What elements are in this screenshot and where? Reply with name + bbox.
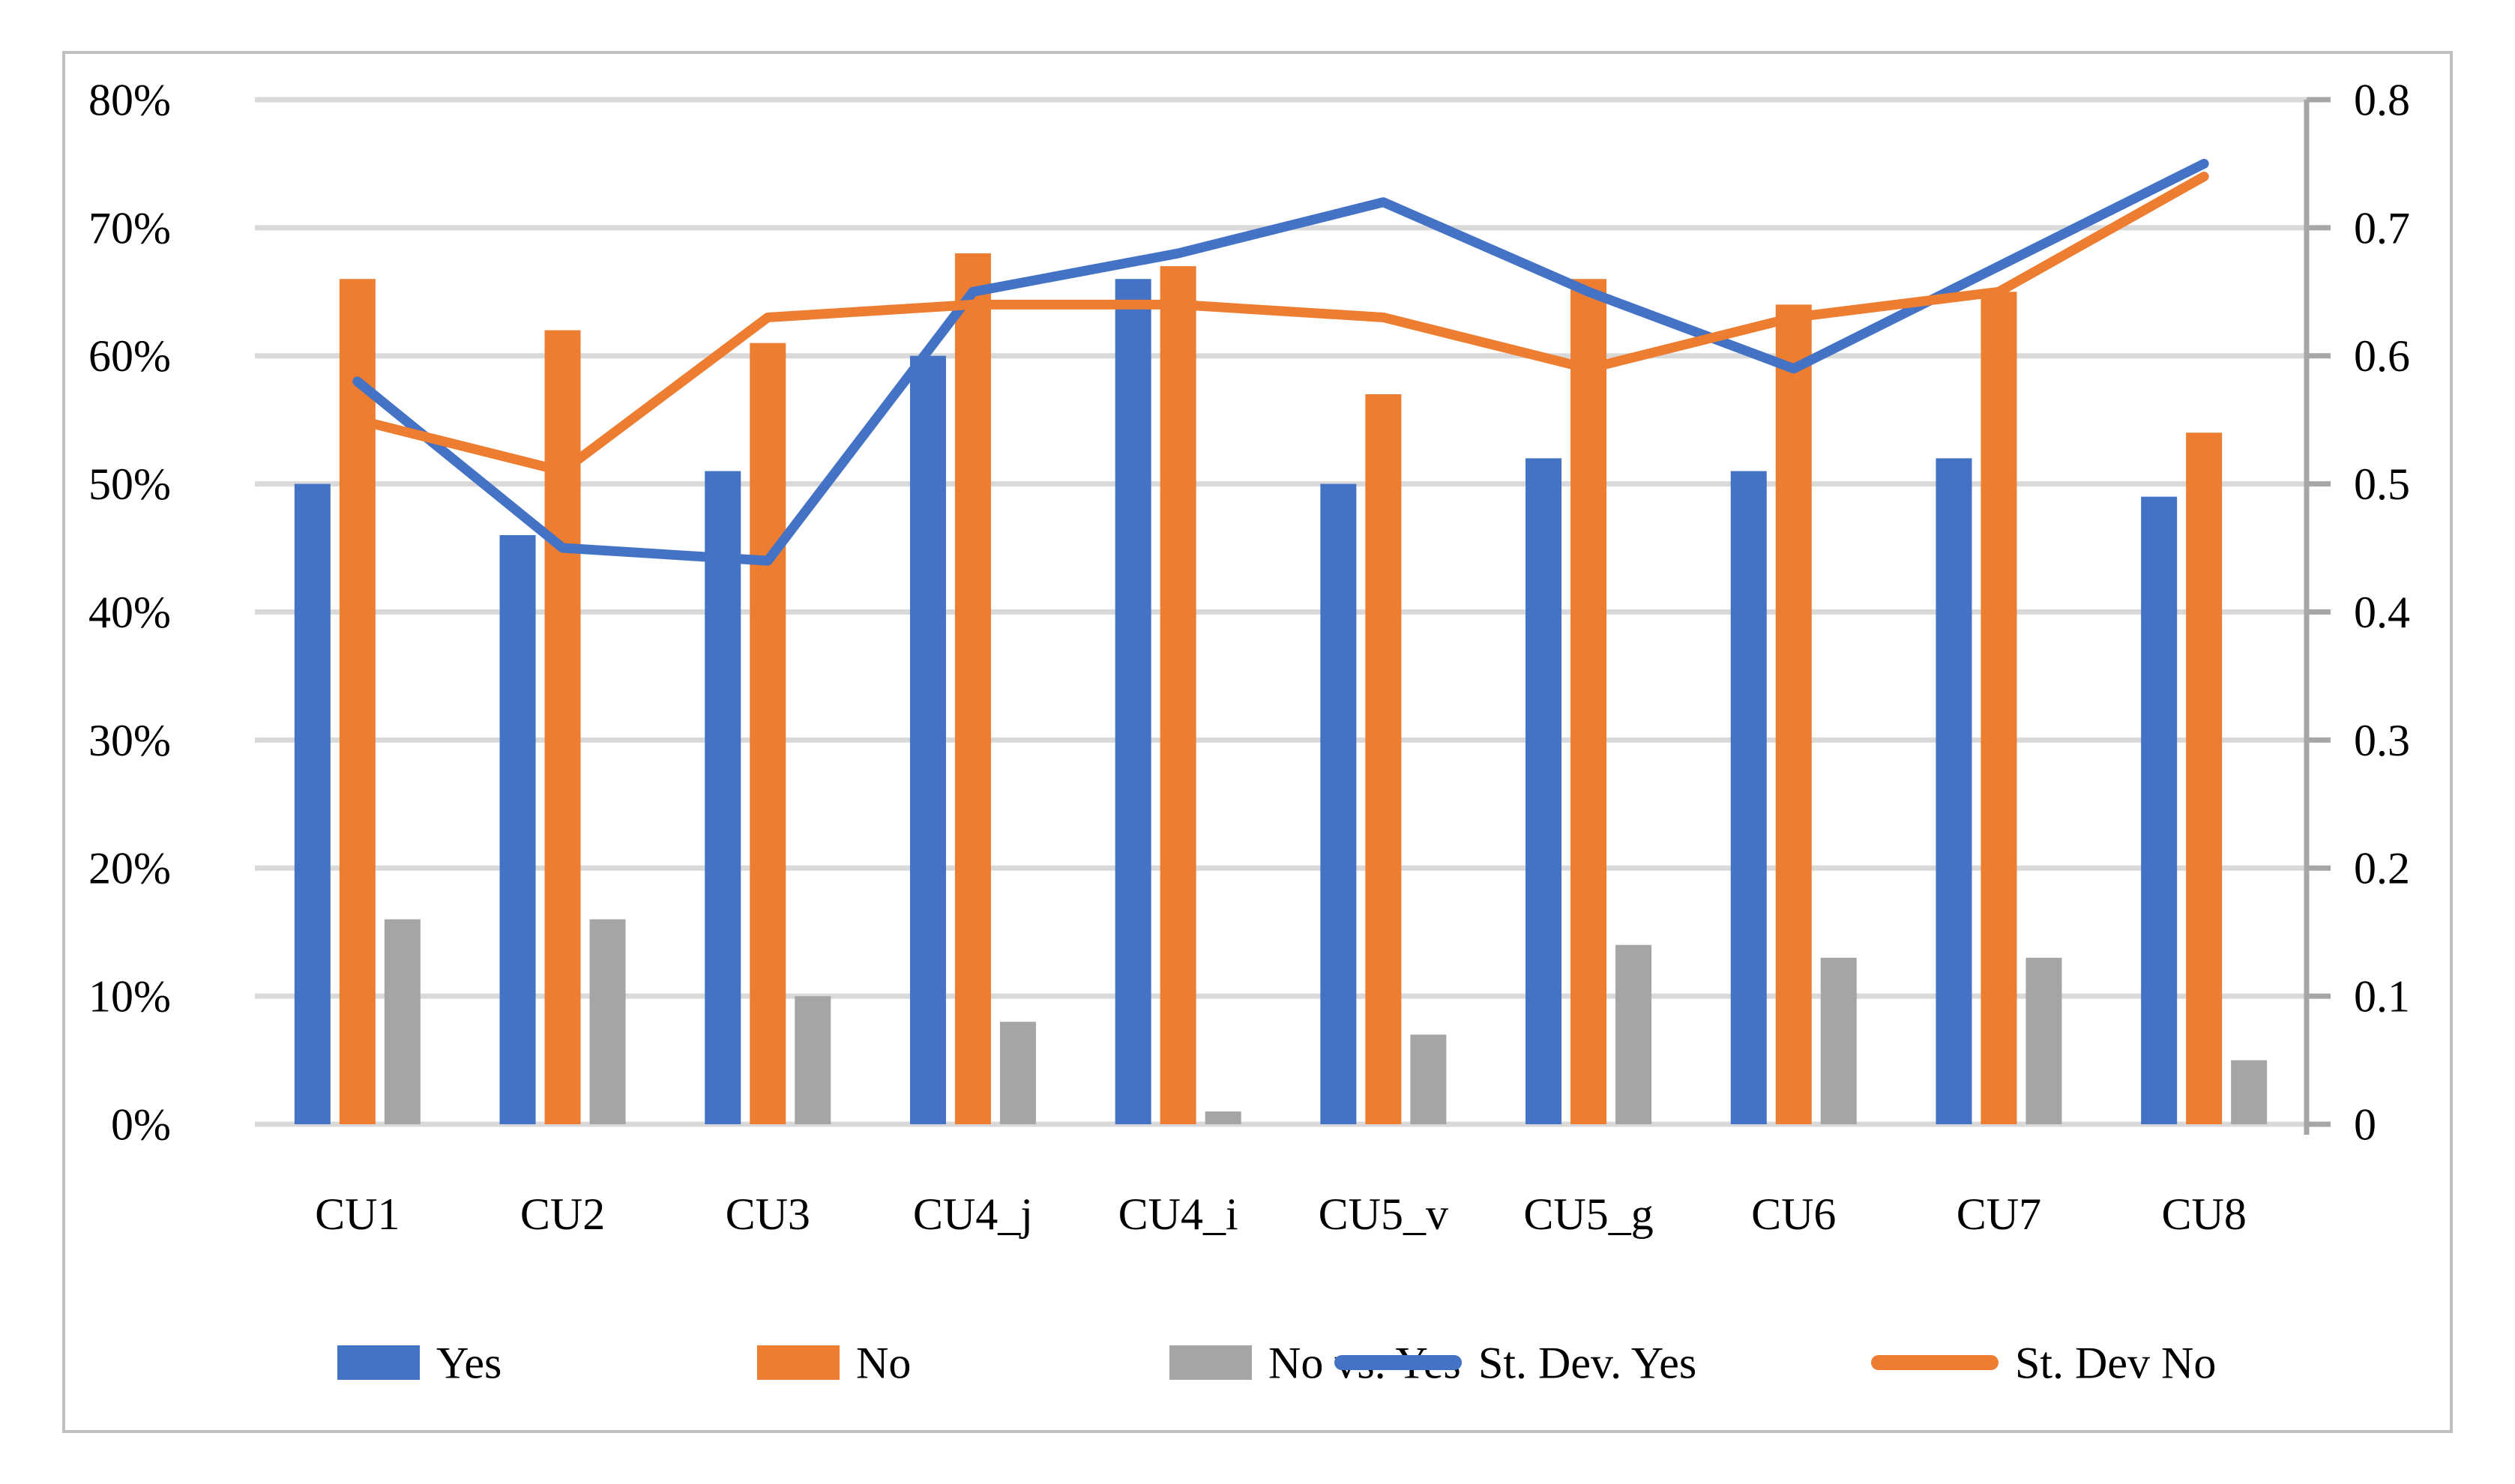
left-axis-tick-label: 30% — [88, 716, 171, 765]
category-label-cu5-g: CU5_g — [1523, 1189, 1653, 1239]
right-axis-labels: 0 0.1 0.2 0.3 0.4 0.5 0.6 0.7 0.8 — [2354, 75, 2410, 1149]
category-label-cu6: CU6 — [1751, 1189, 1836, 1239]
bar-yes-cu7 — [1936, 458, 1972, 1124]
bar-yes-cu6 — [1730, 471, 1767, 1124]
left-axis-tick-label: 80% — [88, 75, 171, 124]
left-axis-tick-label: 40% — [88, 588, 171, 637]
bar-yes-cu5-g — [1525, 458, 1562, 1124]
bar-no-cu4-i — [1160, 266, 1196, 1125]
legend-item-st-dev-yes: St. Dev. Yes — [1334, 1338, 1696, 1387]
bar-series-no — [339, 253, 2223, 1125]
left-axis-tick-label: 20% — [88, 844, 171, 893]
legend-label: St. Dev. Yes — [1478, 1338, 1696, 1387]
right-axis-tick-label: 0.4 — [2354, 588, 2410, 637]
legend-swatch-yes — [337, 1345, 420, 1380]
legend-label: No — [856, 1338, 911, 1387]
bar-no-vs-yes-cu6 — [1820, 957, 1857, 1124]
bar-no-vs-yes-cu5-g — [1615, 944, 1652, 1124]
bar-no-cu5-g — [1570, 279, 1607, 1125]
category-label-cu3: CU3 — [726, 1189, 810, 1239]
bar-no-vs-yes-cu4-j — [999, 1022, 1036, 1124]
bar-no-vs-yes-cu5-v — [1410, 1034, 1447, 1124]
category-labels: CU1 CU2 CU3 CU4_j CU4_i CU5_v CU5_g CU6 CU7 CU8 — [315, 1189, 2247, 1239]
right-axis — [2304, 97, 2331, 1135]
bar-no-vs-yes-cu3 — [795, 996, 831, 1124]
right-axis-tick-label: 0.3 — [2354, 716, 2410, 765]
bar-yes-cu5-v — [1320, 483, 1357, 1124]
line-st-dev-yes — [352, 158, 2209, 566]
legend-swatch-no — [757, 1345, 840, 1380]
legend-swatch-no-vs-yes — [1169, 1345, 1252, 1380]
right-axis-tick-label: 0 — [2354, 1100, 2376, 1149]
bar-yes-cu4-j — [909, 355, 946, 1124]
category-label-cu4-j: CU4_j — [913, 1189, 1033, 1239]
legend-label: St. Dev No — [2015, 1338, 2216, 1387]
bar-yes-cu3 — [705, 471, 741, 1124]
left-axis-tick-label: 10% — [88, 972, 171, 1022]
legend-label: Yes — [436, 1338, 502, 1387]
bar-no-cu5-v — [1365, 394, 1402, 1124]
category-label-cu8: CU8 — [2161, 1189, 2246, 1239]
right-axis-tick-label: 0.8 — [2354, 75, 2410, 124]
legend-item-yes: Yes — [337, 1338, 502, 1387]
bars — [294, 253, 2268, 1125]
bar-no-cu1 — [339, 279, 376, 1125]
bar-yes-cu1 — [294, 483, 331, 1124]
bar-yes-cu4-i — [1115, 279, 1151, 1125]
bar-no-vs-yes-cu8 — [2231, 1060, 2268, 1124]
legend-swatch-st-dev-yes — [1334, 1355, 1462, 1370]
bar-no-cu4-j — [954, 253, 991, 1124]
category-label-cu1: CU1 — [315, 1189, 400, 1239]
bar-no-vs-yes-cu2 — [589, 919, 626, 1124]
bar-no-vs-yes-cu7 — [2025, 957, 2062, 1124]
bar-no-vs-yes-cu1 — [384, 919, 421, 1124]
right-axis-tick-label: 0.7 — [2354, 203, 2410, 253]
legend-swatch-st-dev-no — [1871, 1355, 1999, 1370]
right-axis-tick-label: 0.6 — [2354, 331, 2410, 381]
bar-no-cu7 — [1981, 292, 2017, 1124]
category-label-cu2: CU2 — [520, 1189, 605, 1239]
bar-yes-cu2 — [499, 534, 536, 1124]
line-series-group — [352, 158, 2209, 566]
bar-series-no-vs-yes — [384, 919, 2268, 1124]
category-label-cu7: CU7 — [1957, 1189, 2041, 1239]
left-axis-labels: 0% 10% 20% 30% 40% 50% 60% 70% 80% — [88, 75, 171, 1149]
right-axis-tick-label: 0.5 — [2354, 459, 2410, 509]
bar-series-yes — [294, 279, 2178, 1125]
bar-no-cu6 — [1775, 304, 1812, 1124]
bar-no-cu3 — [750, 343, 786, 1125]
left-axis-tick-label: 0% — [111, 1100, 171, 1149]
bar-yes-cu8 — [2141, 496, 2178, 1124]
line-st-dev-no — [352, 172, 2209, 477]
legend-item-no: No — [757, 1338, 911, 1387]
left-axis-tick-label: 50% — [88, 459, 171, 509]
left-axis-tick-label: 60% — [88, 331, 171, 381]
bar-no-cu2 — [544, 330, 581, 1125]
bar-no-vs-yes-cu4-i — [1205, 1111, 1241, 1124]
right-axis-tick-label: 0.1 — [2354, 972, 2410, 1022]
legend-item-st-dev-no: St. Dev No — [1871, 1338, 2216, 1387]
bar-no-cu8 — [2186, 432, 2223, 1124]
category-label-cu4-i: CU4_i — [1118, 1189, 1238, 1239]
left-axis-tick-label: 70% — [88, 203, 171, 253]
category-label-cu5-v: CU5_v — [1319, 1189, 1448, 1239]
right-axis-tick-label: 0.2 — [2354, 844, 2410, 893]
